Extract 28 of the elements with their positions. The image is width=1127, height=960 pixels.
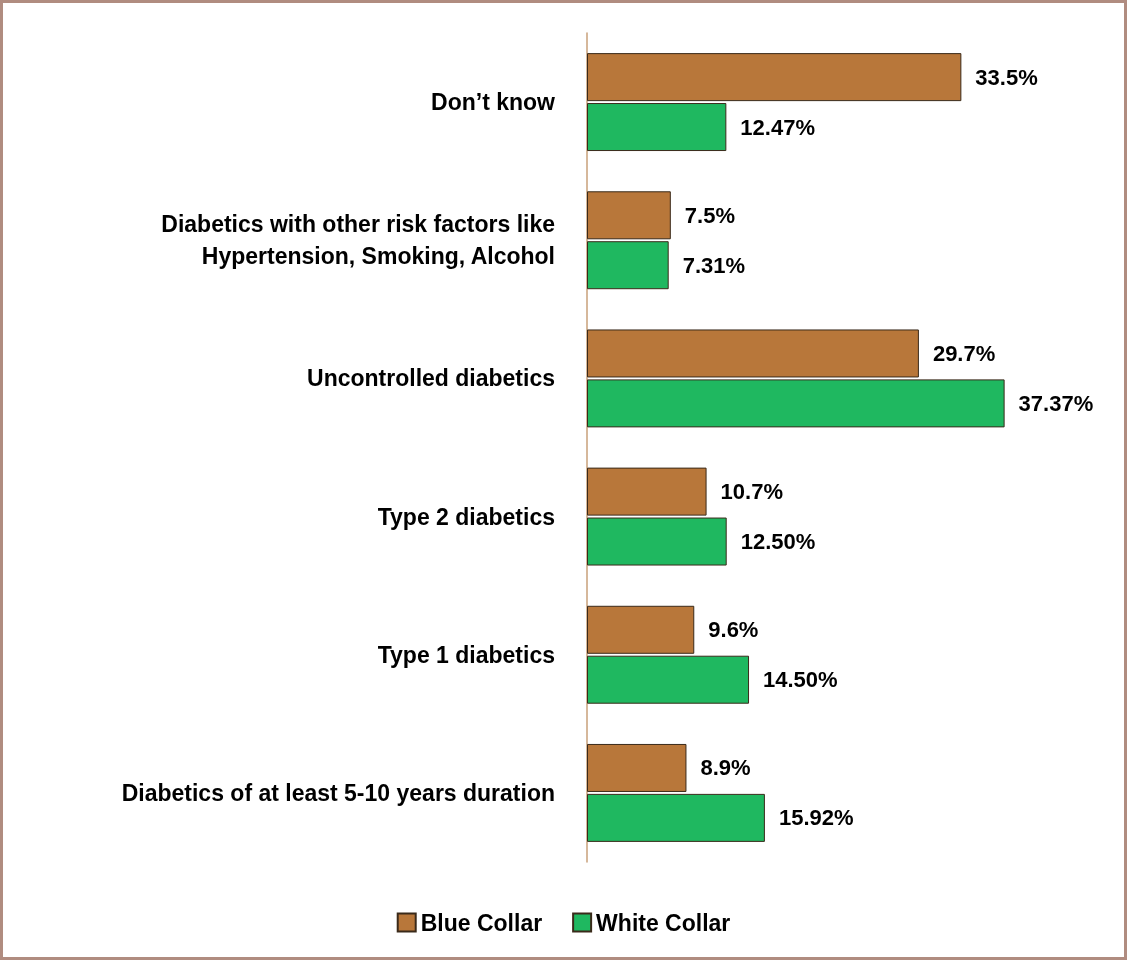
- y-tick-label: Diabetics with other risk factors like Hypertension, Smoking, Alcohol: [161, 211, 555, 270]
- data-label: 14.50%: [763, 667, 838, 693]
- bar: [587, 241, 669, 290]
- legend-label: Blue Collar: [420, 909, 543, 936]
- data-label: 7.31%: [682, 252, 746, 278]
- data-label: 7.5%: [684, 202, 735, 228]
- data-label: 12.50%: [740, 529, 816, 555]
- y-tick-label: Type 2 diabetics: [377, 503, 555, 530]
- bar: [587, 605, 695, 654]
- legend-label: White Collar: [596, 909, 731, 936]
- data-label: 29.7%: [932, 340, 996, 366]
- data-label: 10.7%: [720, 479, 783, 505]
- bar: [587, 191, 671, 240]
- data-label: 33.5%: [975, 64, 1038, 90]
- bar: [587, 103, 727, 152]
- data-label: 8.9%: [700, 755, 751, 781]
- data-label: 9.6%: [708, 617, 759, 643]
- y-tick-label: Uncontrolled diabetics: [307, 365, 555, 392]
- bar: [587, 655, 750, 704]
- data-label: 12.47%: [740, 114, 815, 140]
- data-label: 37.37%: [1018, 390, 1094, 416]
- y-tick-label: Don’t know: [431, 89, 556, 116]
- bar: [587, 743, 687, 792]
- bar: [587, 53, 962, 102]
- y-tick-label: Diabetics of at least 5-10 years duration: [121, 779, 555, 806]
- bar: [587, 793, 765, 842]
- data-label: 15.92%: [778, 805, 854, 831]
- y-tick-label: Type 1 diabetics: [377, 641, 555, 668]
